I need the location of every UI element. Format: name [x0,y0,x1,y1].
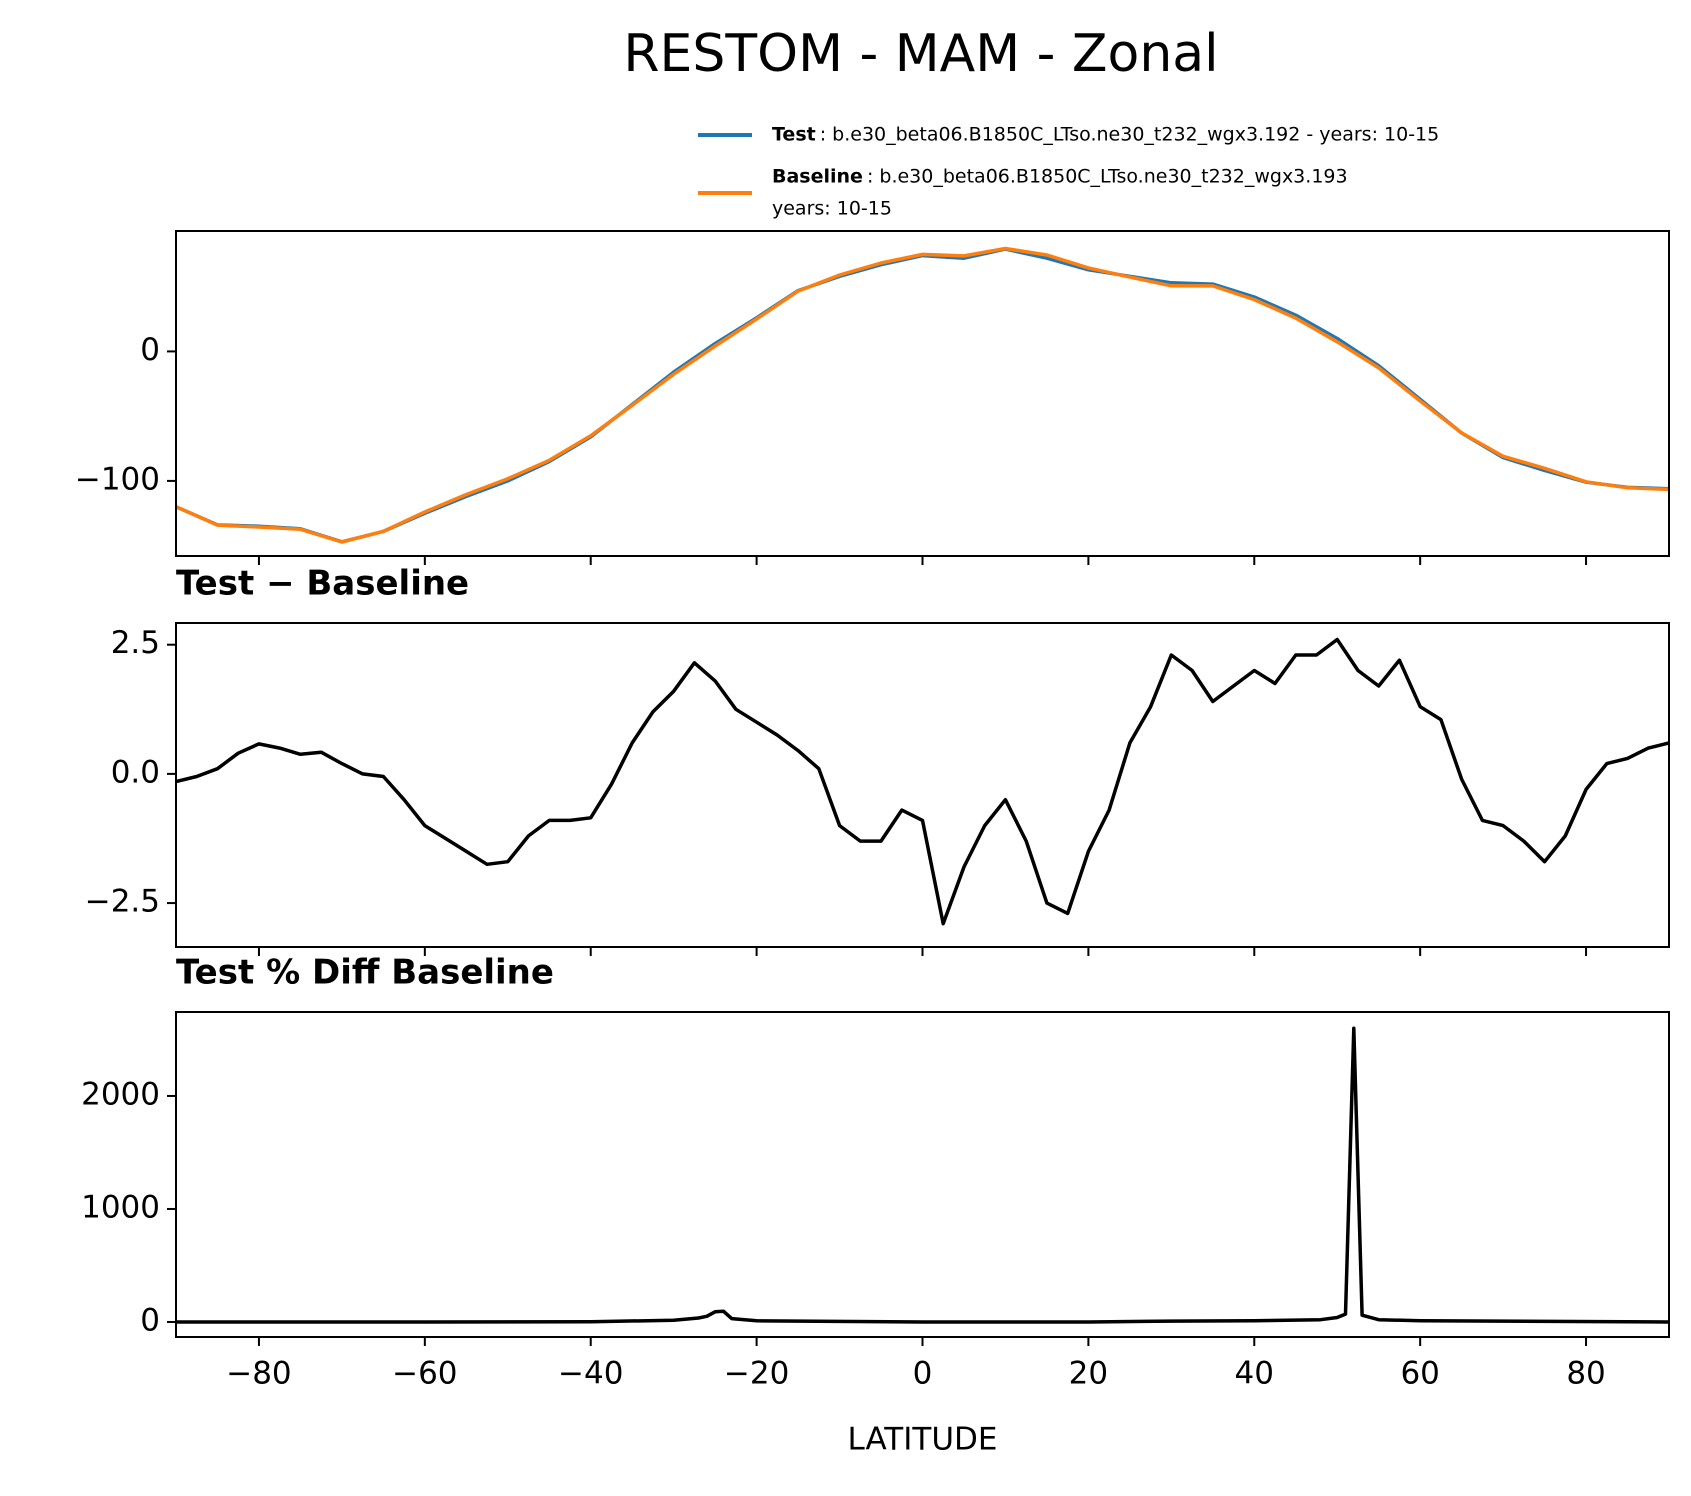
y-tick-label: −2.5 [85,884,160,920]
legend-description: : b.e30_beta06.B1850C_LTso.ne30_t232_wgx… [820,124,1440,146]
data-line [175,246,1670,544]
legend-description: : b.e30_beta06.B1850C_LTso.ne30_t232_wgx… [867,166,1348,188]
x-tick-label: −60 [392,1356,457,1392]
plot-frame [175,622,1670,948]
y-tick-label: 2.5 [111,625,160,661]
x-tick-label: −80 [226,1356,291,1392]
y-tick-label: 0.0 [111,754,160,790]
legend-name: Test [772,124,816,146]
chart-title: RESTOM - MAM - Zonal [623,24,1218,84]
plot-frame [175,230,1670,557]
data-line [175,637,1670,926]
plot-frame [175,1011,1670,1338]
y-tick-label: 2000 [81,1076,160,1112]
data-line [175,247,1670,544]
subplot-title: Test % Diff Baseline [176,953,554,993]
y-tick-label: 0 [140,332,160,368]
data-line [176,1026,1670,1324]
x-tick-label: 40 [1235,1356,1274,1392]
y-tick-label: −100 [75,461,160,497]
x-axis-label: LATITUDE [848,1422,998,1458]
legend-description: years: 10-15 [772,198,892,220]
x-tick-label: 60 [1400,1356,1439,1392]
subplot-title: Test − Baseline [176,564,469,604]
y-tick-label: 1000 [81,1189,160,1225]
x-tick-label: 20 [1069,1356,1108,1392]
x-tick-label: 0 [913,1356,933,1392]
x-tick-label: 80 [1566,1356,1605,1392]
x-tick-label: −40 [558,1356,623,1392]
legend-name: Baseline [772,166,863,188]
x-tick-label: −20 [724,1356,789,1392]
y-tick-label: 0 [140,1302,160,1338]
